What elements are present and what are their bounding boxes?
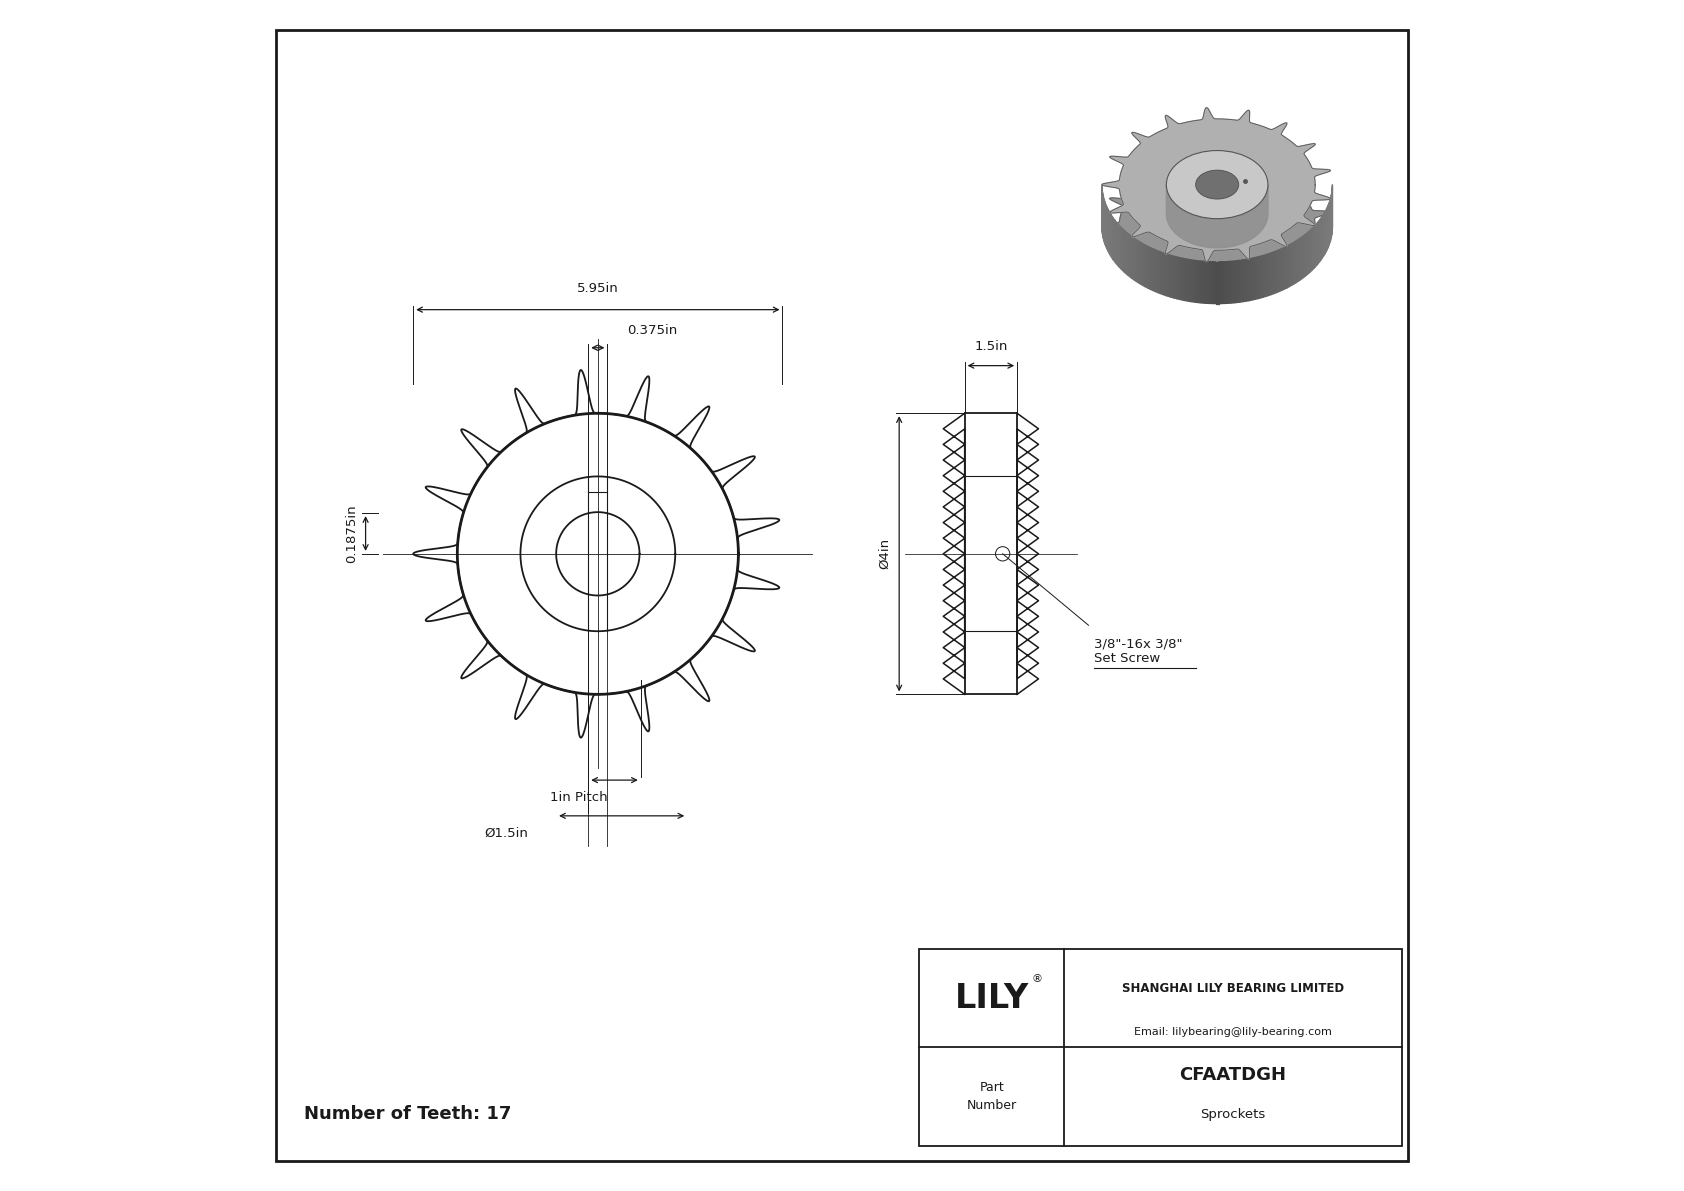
Polygon shape: [1152, 249, 1155, 292]
Polygon shape: [1224, 262, 1228, 304]
Polygon shape: [1312, 227, 1314, 270]
Polygon shape: [1260, 256, 1263, 298]
Polygon shape: [1132, 237, 1133, 280]
Polygon shape: [1160, 251, 1164, 294]
Polygon shape: [1234, 261, 1236, 303]
Polygon shape: [1201, 261, 1204, 303]
Text: CFAATDGH: CFAATDGH: [1179, 1066, 1287, 1084]
Polygon shape: [1302, 235, 1305, 279]
Polygon shape: [1268, 252, 1271, 295]
Polygon shape: [1239, 260, 1243, 303]
Polygon shape: [1209, 262, 1212, 304]
Text: Part
Number: Part Number: [967, 1081, 1017, 1112]
Text: 5.95in: 5.95in: [578, 282, 618, 295]
Polygon shape: [1182, 258, 1186, 300]
Polygon shape: [1197, 261, 1201, 303]
Polygon shape: [1287, 245, 1288, 288]
Text: 1.5in: 1.5in: [973, 339, 1007, 353]
Polygon shape: [1271, 251, 1273, 294]
Polygon shape: [1137, 239, 1138, 282]
Polygon shape: [1250, 258, 1251, 300]
Polygon shape: [1128, 233, 1130, 276]
Polygon shape: [1280, 249, 1282, 292]
Polygon shape: [1308, 230, 1310, 274]
Polygon shape: [1298, 238, 1300, 281]
Polygon shape: [1204, 261, 1206, 304]
Polygon shape: [1189, 260, 1192, 301]
Polygon shape: [1251, 257, 1255, 300]
Polygon shape: [1231, 261, 1234, 303]
Polygon shape: [1101, 149, 1330, 304]
Polygon shape: [1165, 254, 1169, 297]
Polygon shape: [1221, 262, 1224, 304]
Text: SHANGHAI LILY BEARING LIMITED: SHANGHAI LILY BEARING LIMITED: [1122, 983, 1344, 994]
Bar: [919, 949, 1401, 1146]
Text: Ø4in: Ø4in: [877, 538, 891, 569]
Polygon shape: [1186, 258, 1189, 301]
Text: ®: ®: [1032, 974, 1042, 984]
Text: 0.1875in: 0.1875in: [345, 504, 359, 563]
Polygon shape: [1148, 247, 1150, 289]
Polygon shape: [1276, 250, 1280, 293]
Text: Ø1.5in: Ø1.5in: [485, 827, 529, 840]
Polygon shape: [1255, 257, 1258, 299]
Polygon shape: [1307, 232, 1308, 275]
Text: Email: lilybearing@lily-bearing.com: Email: lilybearing@lily-bearing.com: [1133, 1027, 1332, 1036]
Polygon shape: [1273, 251, 1276, 293]
Polygon shape: [1282, 248, 1285, 291]
Polygon shape: [1212, 262, 1216, 304]
Polygon shape: [1180, 257, 1182, 300]
Polygon shape: [1145, 245, 1148, 288]
Polygon shape: [1310, 229, 1312, 272]
Ellipse shape: [1167, 150, 1268, 219]
Polygon shape: [1236, 261, 1239, 303]
Polygon shape: [1206, 262, 1209, 304]
Text: 1in Pitch: 1in Pitch: [551, 791, 608, 804]
Polygon shape: [1258, 256, 1260, 299]
Polygon shape: [1285, 247, 1287, 289]
Polygon shape: [1172, 256, 1174, 298]
Polygon shape: [1127, 232, 1128, 275]
Polygon shape: [1219, 262, 1221, 304]
Polygon shape: [1194, 261, 1197, 303]
Polygon shape: [1297, 239, 1298, 282]
Polygon shape: [1292, 243, 1293, 286]
Polygon shape: [1150, 248, 1152, 291]
Polygon shape: [1300, 237, 1302, 280]
Polygon shape: [1167, 185, 1268, 248]
Polygon shape: [1133, 238, 1137, 281]
Polygon shape: [1263, 255, 1266, 298]
Polygon shape: [1125, 230, 1127, 274]
Polygon shape: [1177, 257, 1180, 299]
Polygon shape: [1216, 262, 1219, 304]
Polygon shape: [1293, 241, 1297, 285]
Polygon shape: [1138, 241, 1140, 285]
Polygon shape: [1155, 250, 1159, 293]
Text: LILY: LILY: [955, 981, 1029, 1015]
Polygon shape: [1123, 229, 1125, 272]
Text: Sprockets: Sprockets: [1201, 1108, 1266, 1121]
Polygon shape: [1288, 244, 1292, 287]
Polygon shape: [1159, 251, 1160, 293]
Polygon shape: [1140, 243, 1143, 286]
Polygon shape: [1164, 252, 1165, 295]
Polygon shape: [1174, 256, 1177, 299]
Polygon shape: [1101, 107, 1330, 262]
Text: Number of Teeth: 17: Number of Teeth: 17: [303, 1104, 510, 1123]
Polygon shape: [1169, 255, 1172, 298]
Polygon shape: [1266, 254, 1268, 297]
Polygon shape: [1122, 227, 1123, 270]
Polygon shape: [1228, 261, 1231, 304]
Polygon shape: [1143, 244, 1145, 287]
Text: 0.375in: 0.375in: [628, 324, 679, 337]
Text: 3/8"-16x 3/8"
Set Screw: 3/8"-16x 3/8" Set Screw: [1095, 637, 1182, 666]
Polygon shape: [1246, 258, 1250, 301]
Polygon shape: [1243, 260, 1246, 301]
Polygon shape: [1305, 233, 1307, 276]
Polygon shape: [1130, 235, 1132, 279]
Ellipse shape: [1196, 170, 1239, 199]
Polygon shape: [1192, 260, 1194, 303]
